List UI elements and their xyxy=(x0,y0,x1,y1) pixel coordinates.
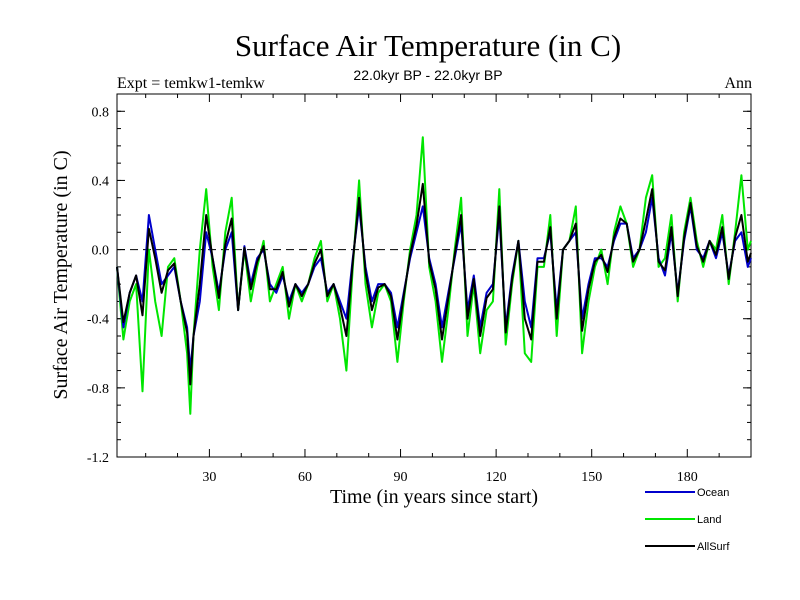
legend-label-ocean: Ocean xyxy=(697,487,729,499)
legend-label-allsurf: AllSurf xyxy=(697,541,730,553)
y-tick-label: 0.0 xyxy=(92,244,110,259)
y-tick-label: 0.4 xyxy=(92,174,110,189)
y-tick-label: -0.4 xyxy=(87,313,109,328)
axis-ticks: -1.2 -0.8 -0.4 0.0 0.4 0.8 30 60 90 120 150 180 xyxy=(87,93,751,485)
x-tick-label: 120 xyxy=(486,470,507,485)
legend-label-land: Land xyxy=(697,514,721,526)
series-line-allsurf xyxy=(116,182,752,386)
season-label: Ann xyxy=(724,75,752,92)
y-tick-label: -1.2 xyxy=(87,451,109,466)
x-tick-label: 150 xyxy=(581,470,602,485)
series-line-land xyxy=(116,136,752,415)
series-layer xyxy=(116,136,752,415)
x-tick-label: 90 xyxy=(394,470,408,485)
y-axis-label: Surface Air Temperature (in C) xyxy=(50,150,72,399)
chart-title: Surface Air Temperature (in C) xyxy=(235,28,621,63)
period-label: 22.0kyr BP - 22.0kyr BP xyxy=(353,67,502,83)
x-axis-label: Time (in years since start) xyxy=(330,486,538,508)
y-tick-label: -0.8 xyxy=(87,382,109,397)
x-tick-label: 60 xyxy=(298,470,312,485)
experiment-label: Expt = temkw1-temkw xyxy=(117,75,265,92)
x-tick-label: 30 xyxy=(202,470,216,485)
y-tick-label: 0.8 xyxy=(92,105,110,120)
legend: Ocean Land AllSurf xyxy=(645,487,730,553)
x-tick-label: 180 xyxy=(677,470,698,485)
